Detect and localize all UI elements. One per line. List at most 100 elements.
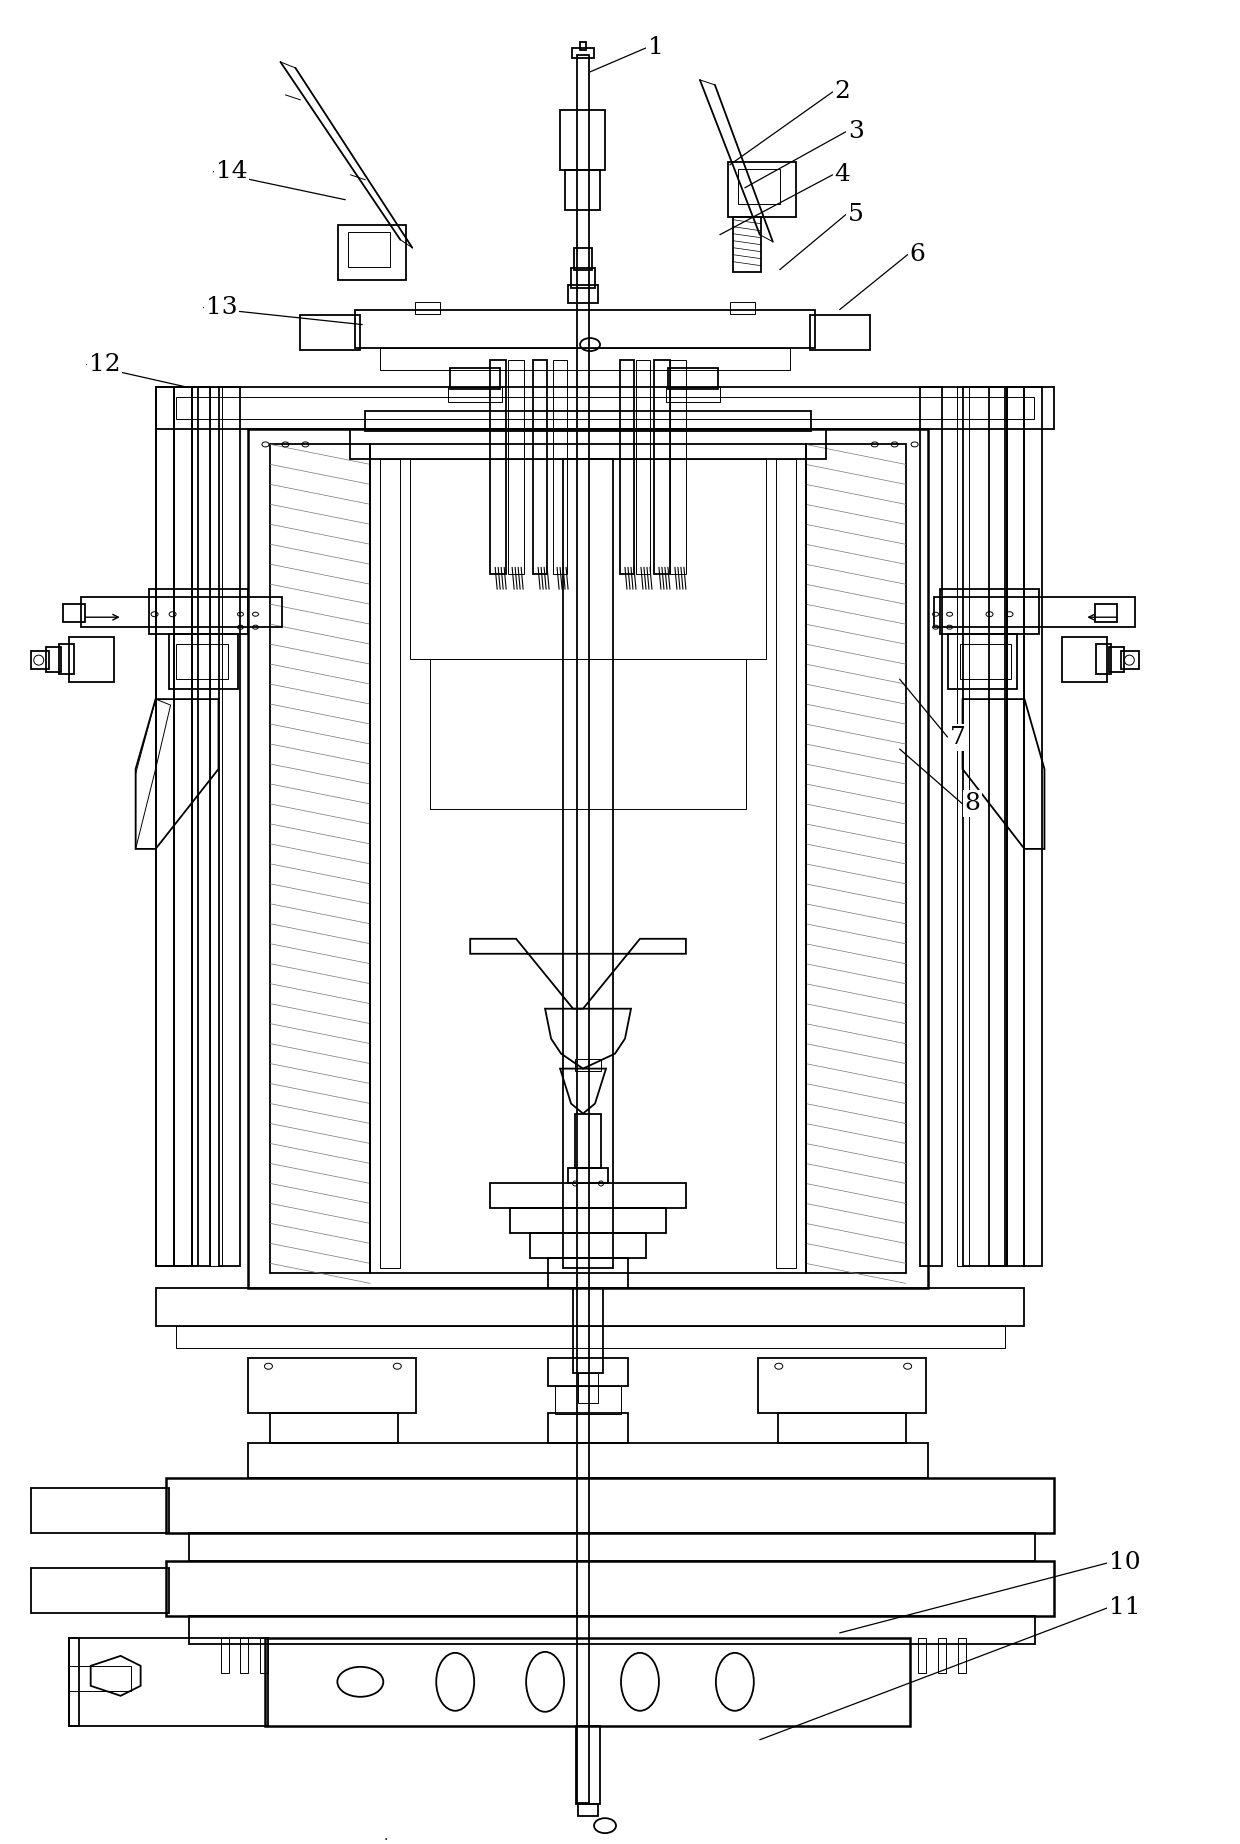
Bar — [777, 1413, 905, 1444]
Bar — [174, 387, 191, 1267]
Bar — [758, 1359, 925, 1413]
Bar — [166, 1479, 1054, 1532]
Text: 6: 6 — [910, 243, 925, 266]
Bar — [810, 315, 869, 350]
Bar — [580, 42, 587, 50]
Text: .: . — [383, 1829, 387, 1842]
Bar — [348, 232, 391, 267]
Bar — [577, 55, 589, 1803]
Bar — [149, 590, 248, 634]
Bar — [1024, 387, 1043, 1267]
Bar — [733, 218, 761, 271]
Bar — [1096, 644, 1111, 675]
Bar — [188, 1615, 1035, 1643]
Bar — [956, 387, 968, 1267]
Bar — [572, 48, 594, 57]
Bar — [351, 430, 826, 459]
Bar — [577, 1726, 600, 1803]
Bar — [430, 658, 745, 810]
Bar — [381, 347, 790, 369]
Bar — [410, 459, 766, 658]
Bar — [31, 1567, 169, 1614]
Text: 3: 3 — [848, 120, 863, 144]
Bar — [155, 387, 174, 1267]
Bar — [68, 638, 114, 682]
Bar — [568, 284, 598, 302]
Bar — [574, 247, 591, 269]
Bar — [265, 1637, 910, 1726]
Bar — [738, 170, 780, 203]
Bar — [218, 387, 241, 1267]
Bar — [260, 1637, 268, 1673]
Bar — [1063, 638, 1107, 682]
Bar — [730, 302, 755, 313]
Bar — [155, 387, 197, 1267]
Bar — [490, 360, 506, 573]
Bar — [366, 411, 811, 431]
Bar — [548, 1359, 627, 1387]
Bar — [563, 459, 613, 1269]
Text: 7: 7 — [950, 725, 966, 749]
Text: 13: 13 — [206, 297, 237, 319]
Bar — [572, 267, 595, 288]
Bar — [155, 1289, 1024, 1326]
Text: 8: 8 — [965, 793, 981, 815]
Bar — [962, 387, 1004, 1267]
Bar — [166, 1562, 1054, 1615]
Text: 5: 5 — [848, 203, 863, 227]
Bar — [1007, 387, 1024, 1267]
Bar — [937, 1637, 946, 1673]
Bar — [508, 360, 525, 573]
Bar — [371, 444, 806, 1274]
Bar — [728, 162, 796, 218]
Text: 1: 1 — [649, 37, 663, 59]
Bar — [548, 1258, 627, 1289]
Bar — [176, 398, 1034, 419]
Text: 14: 14 — [216, 160, 247, 183]
Bar — [548, 1413, 627, 1444]
Bar — [575, 1058, 601, 1071]
Bar — [248, 430, 928, 1289]
Bar — [533, 360, 547, 573]
Bar — [620, 360, 634, 573]
Bar — [248, 1359, 417, 1413]
Bar — [553, 360, 567, 573]
Bar — [670, 360, 686, 573]
Bar — [960, 644, 1012, 679]
Bar — [556, 1387, 621, 1414]
Bar — [1110, 647, 1125, 671]
Bar — [947, 634, 1018, 690]
Bar — [339, 225, 407, 280]
Bar — [415, 302, 440, 313]
Bar — [568, 1169, 608, 1184]
Bar — [188, 1532, 1035, 1562]
Bar — [560, 111, 605, 170]
Bar — [934, 597, 1136, 627]
Bar — [450, 367, 500, 389]
Bar — [31, 651, 48, 669]
Bar — [169, 634, 238, 690]
Bar — [1095, 605, 1117, 621]
Bar — [81, 597, 283, 627]
Bar — [68, 1665, 130, 1691]
Bar — [63, 605, 84, 621]
Bar — [31, 1488, 169, 1532]
Bar — [356, 310, 815, 347]
Bar — [578, 1803, 598, 1816]
Text: 10: 10 — [1110, 1551, 1141, 1575]
Bar — [573, 1289, 603, 1374]
Bar — [578, 1374, 598, 1403]
Bar — [381, 459, 401, 1269]
Bar — [155, 387, 1054, 430]
Bar — [988, 387, 1007, 1267]
Bar — [565, 170, 600, 210]
Bar — [270, 444, 371, 1274]
Bar — [531, 1234, 646, 1258]
Bar — [776, 459, 796, 1269]
Text: 2: 2 — [835, 81, 851, 103]
Bar — [176, 1326, 1004, 1348]
Bar — [668, 367, 718, 389]
Bar — [241, 1637, 248, 1673]
Bar — [58, 644, 73, 675]
Bar — [806, 444, 905, 1274]
